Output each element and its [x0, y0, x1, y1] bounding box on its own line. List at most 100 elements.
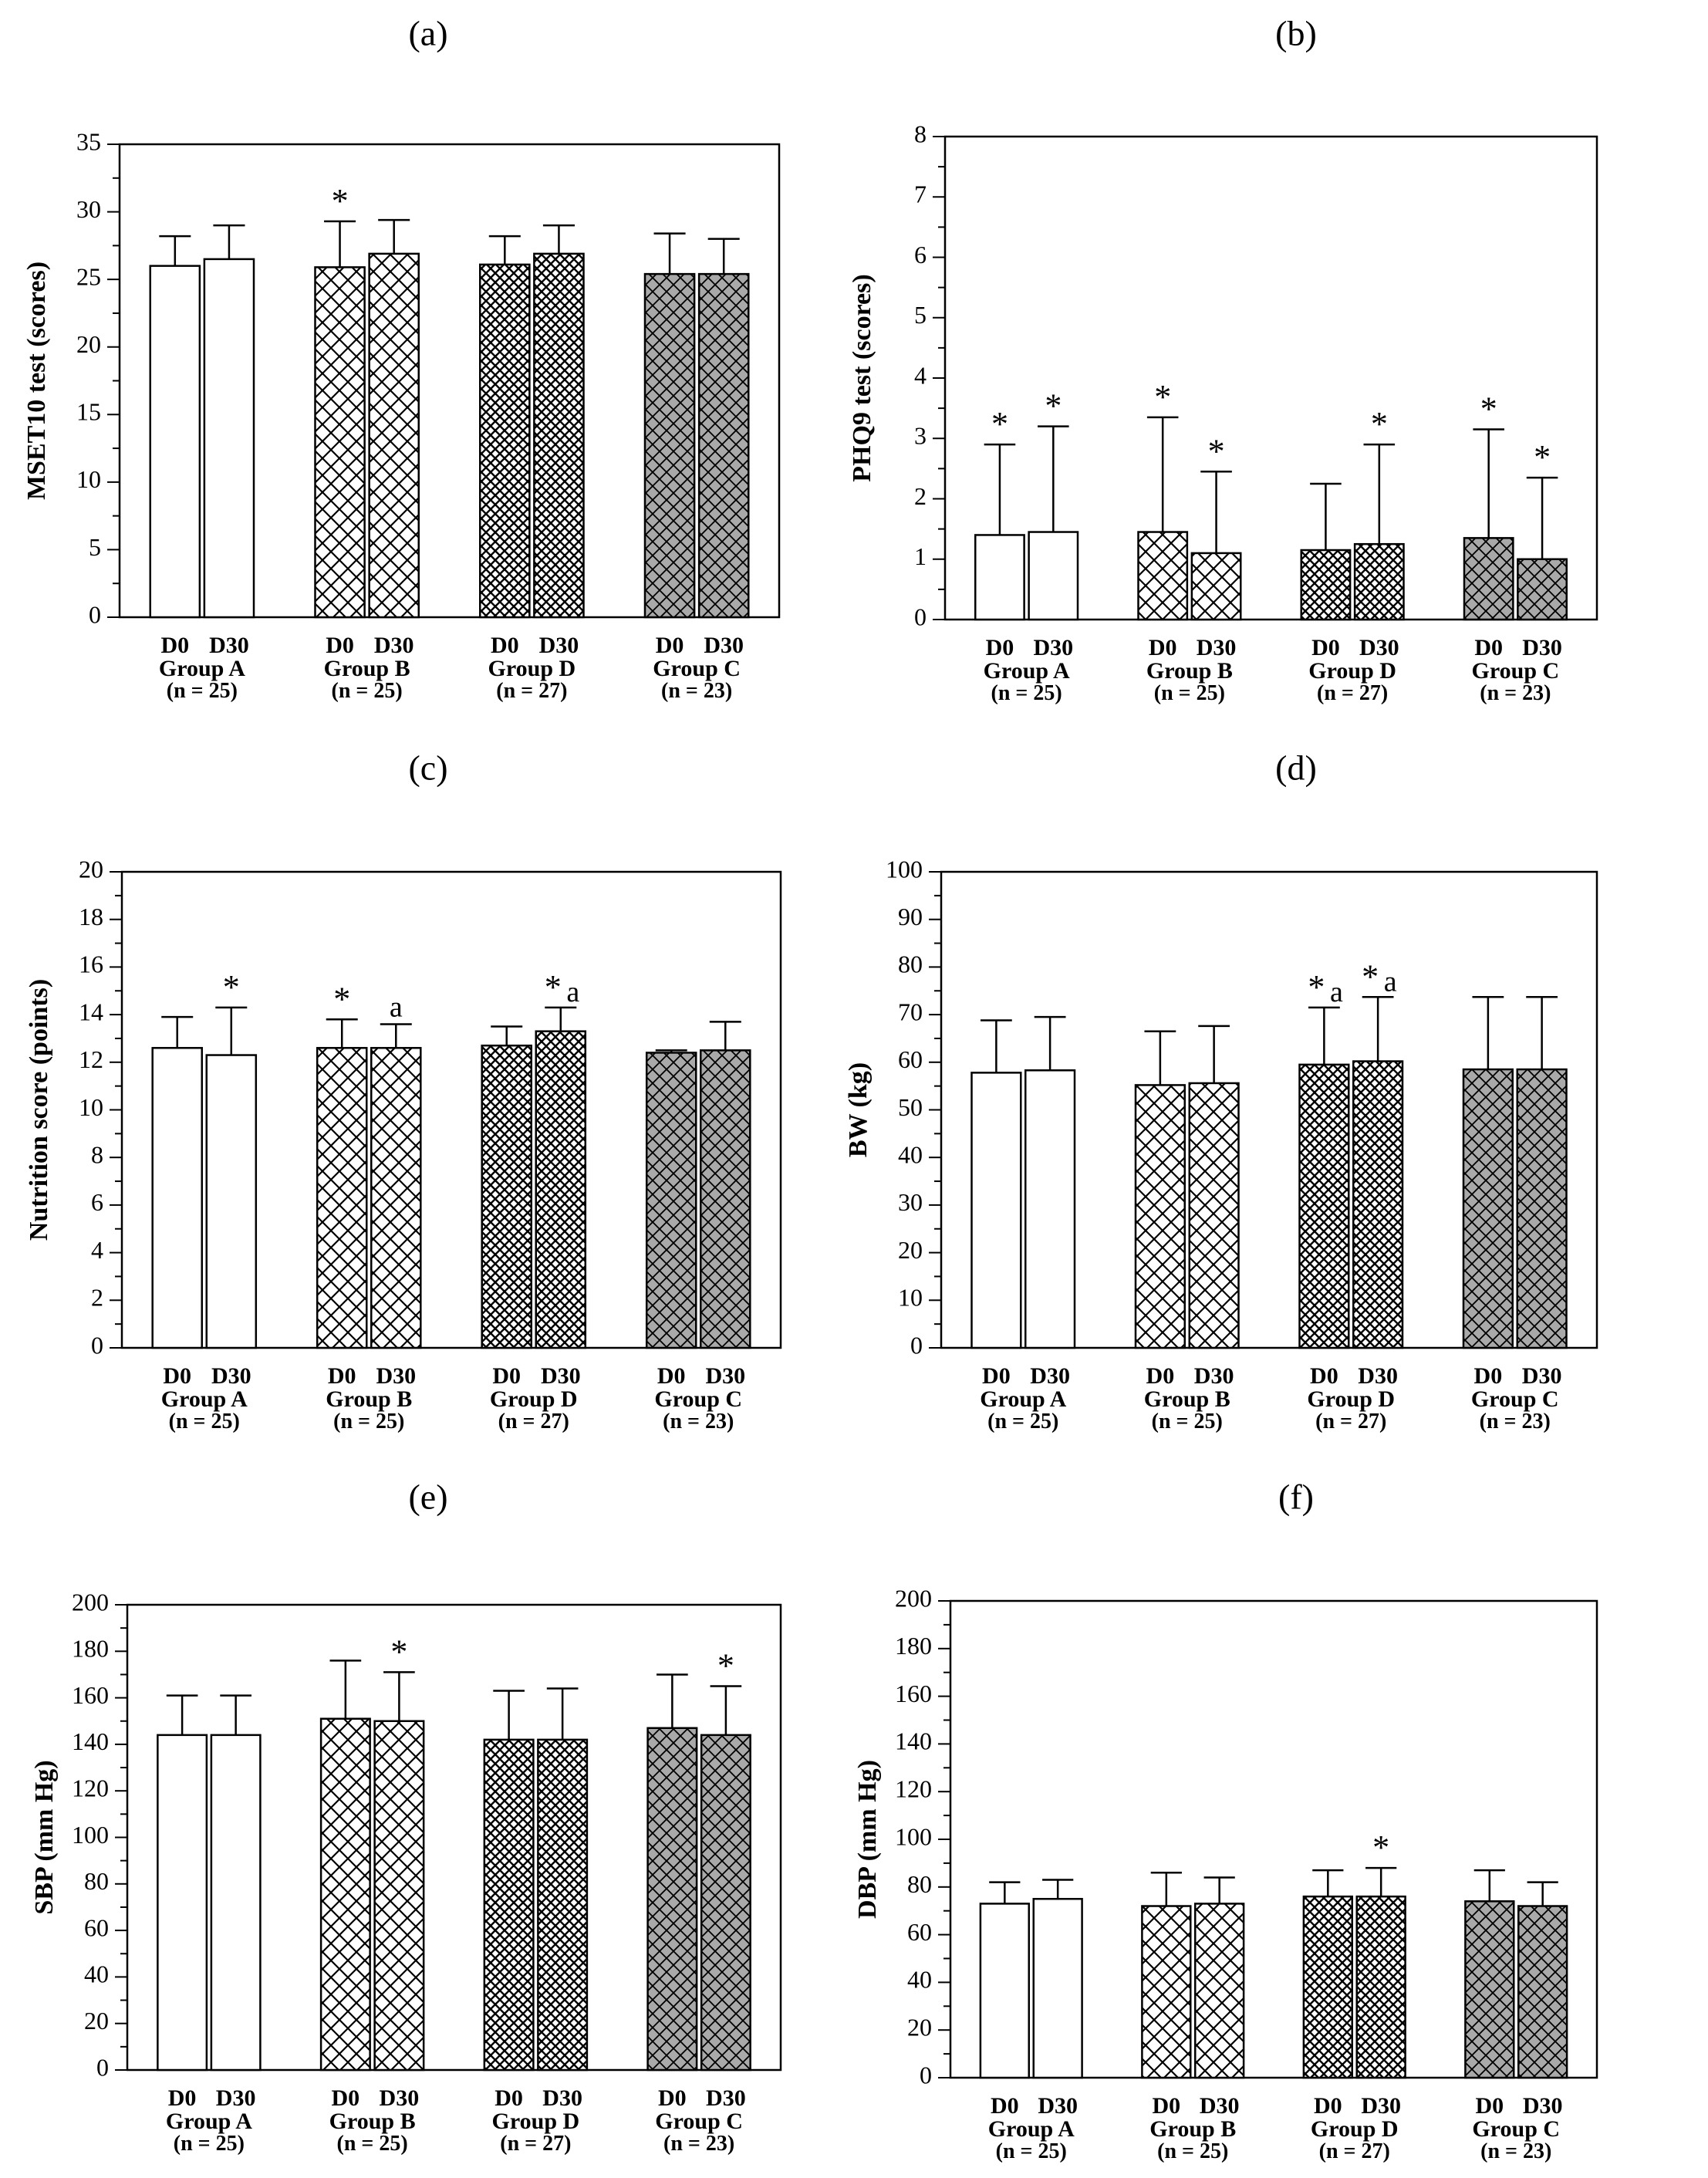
y-tick-label: 160	[895, 1680, 932, 1707]
y-tick-label: 0	[910, 1331, 923, 1359]
x-tick-label: D30	[1038, 2093, 1078, 2119]
significance-letter: a	[1384, 965, 1397, 998]
y-axis-title: PHQ9 test (scores)	[848, 274, 876, 481]
x-tick-label: D0	[495, 2085, 523, 2111]
bar	[373, 1720, 425, 2072]
x-tick-label: D0	[982, 1363, 1011, 1389]
bar	[533, 252, 585, 619]
panel-a: (a) 0 5 10 15 20 25 30 35 MSET10 test (scores) D0 D…	[22, 14, 781, 703]
x-tick-label: D30	[1361, 2093, 1401, 2119]
x-tick-label: D30	[1522, 1363, 1562, 1389]
x-tick-label: D30	[542, 2085, 582, 2111]
significance-star: *	[717, 1647, 734, 1685]
y-tick-label: 120	[72, 1774, 109, 1802]
bar	[700, 1734, 751, 2072]
bar	[1352, 1060, 1404, 1349]
y-tick-label: 6	[914, 241, 927, 268]
group-label: Group B	[1149, 2116, 1236, 2142]
group-label: Group B	[326, 1386, 412, 1412]
group-label: Group B	[1144, 1386, 1230, 1412]
group-n-label: (n = 27)	[1319, 2139, 1390, 2163]
panel-label: (d)	[1275, 748, 1317, 788]
x-tick-label: D30	[374, 633, 414, 658]
bar	[1463, 537, 1514, 621]
y-tick-label: 200	[895, 1584, 932, 1612]
x-tick-label: D0	[328, 1363, 356, 1389]
bar	[535, 1030, 587, 1349]
y-tick-label: 180	[72, 1635, 109, 1663]
x-tick-label: D0	[326, 633, 354, 658]
y-tick-label: 60	[898, 1045, 923, 1073]
y-axis-title: DBP (mm Hg)	[853, 1760, 882, 1919]
bar	[205, 1054, 258, 1349]
y-tick-label: 100	[886, 855, 923, 883]
x-tick-label: D0	[1310, 1363, 1338, 1389]
x-tick-label: D0	[1149, 635, 1177, 660]
bar	[1298, 1063, 1350, 1349]
group-n-label: (n = 23)	[1480, 2139, 1551, 2163]
bar	[979, 1903, 1031, 2079]
group-label: Group D	[490, 1386, 578, 1412]
y-tick-label: 10	[76, 465, 101, 493]
bar	[483, 1738, 535, 2072]
panel-c: (c) 0 2 4 6 8 10 12 14 16 18 20 Nutrition score (poi…	[25, 748, 782, 1433]
panel-label: (e)	[408, 1477, 447, 1517]
x-tick-label: D30	[541, 1363, 581, 1389]
y-tick-label: 25	[76, 262, 101, 290]
x-tick-label: D0	[332, 2085, 360, 2111]
y-tick-label: 90	[898, 903, 923, 930]
panel-label: (a)	[408, 14, 447, 53]
y-tick-label: 100	[72, 1821, 109, 1849]
x-tick-label: D30	[706, 2085, 746, 2111]
significance-star: *	[1371, 405, 1388, 443]
significance-letter: a	[1330, 976, 1343, 1008]
x-tick-label: D30	[209, 633, 249, 658]
significance-star: *	[1534, 438, 1551, 476]
significance-star: *	[1308, 968, 1325, 1006]
y-tick-label: 5	[914, 301, 927, 329]
x-tick-label: D0	[1311, 635, 1340, 660]
group-n-label: (n = 25)	[167, 679, 238, 703]
group-label: Group C	[653, 656, 741, 681]
y-tick-label: 0	[96, 2053, 109, 2081]
bar	[645, 1052, 697, 1349]
significance-star: *	[1045, 387, 1062, 425]
x-tick-label: D0	[163, 1363, 191, 1389]
y-tick-label: 2	[914, 482, 927, 510]
bar	[1188, 1082, 1240, 1349]
group-label: Group D	[1307, 1386, 1395, 1412]
y-tick-label: 6	[91, 1188, 103, 1216]
group-label: Group B	[1146, 658, 1233, 684]
bar	[700, 1049, 751, 1349]
y-tick-label: 7	[914, 181, 927, 208]
x-tick-label: D30	[376, 1363, 416, 1389]
bar	[697, 272, 750, 619]
group-n-label: (n = 25)	[1152, 1410, 1223, 1433]
bar	[1300, 549, 1352, 621]
y-tick-label: 30	[76, 195, 101, 223]
bar	[1353, 542, 1405, 621]
group-n-label: (n = 23)	[1480, 681, 1551, 705]
group-n-label: (n = 27)	[496, 679, 567, 703]
bar	[1517, 558, 1568, 621]
x-tick-label: D30	[1523, 2093, 1563, 2119]
significance-star: *	[332, 182, 349, 220]
group-label: Group C	[1472, 658, 1560, 684]
panel-e: (e) 0 20 40 60 80 100 120 140 160 180 200 SBP (mm Hg…	[30, 1477, 782, 2156]
bar	[1024, 1069, 1076, 1349]
significance-star: *	[1480, 390, 1497, 428]
group-label: Group C	[655, 2109, 743, 2134]
significance-star: *	[1208, 432, 1225, 470]
x-tick-label: D30	[1359, 635, 1399, 660]
x-tick-label: D0	[657, 1363, 686, 1389]
significance-star: *	[223, 968, 240, 1006]
x-tick-label: D0	[168, 2085, 197, 2111]
group-label: Group C	[1471, 1386, 1559, 1412]
bar	[149, 265, 201, 619]
x-tick-label: D30	[1030, 1363, 1070, 1389]
group-label: Group A	[161, 1386, 248, 1412]
x-tick-label: D30	[216, 2085, 256, 2111]
group-label: Group D	[1311, 2116, 1399, 2142]
